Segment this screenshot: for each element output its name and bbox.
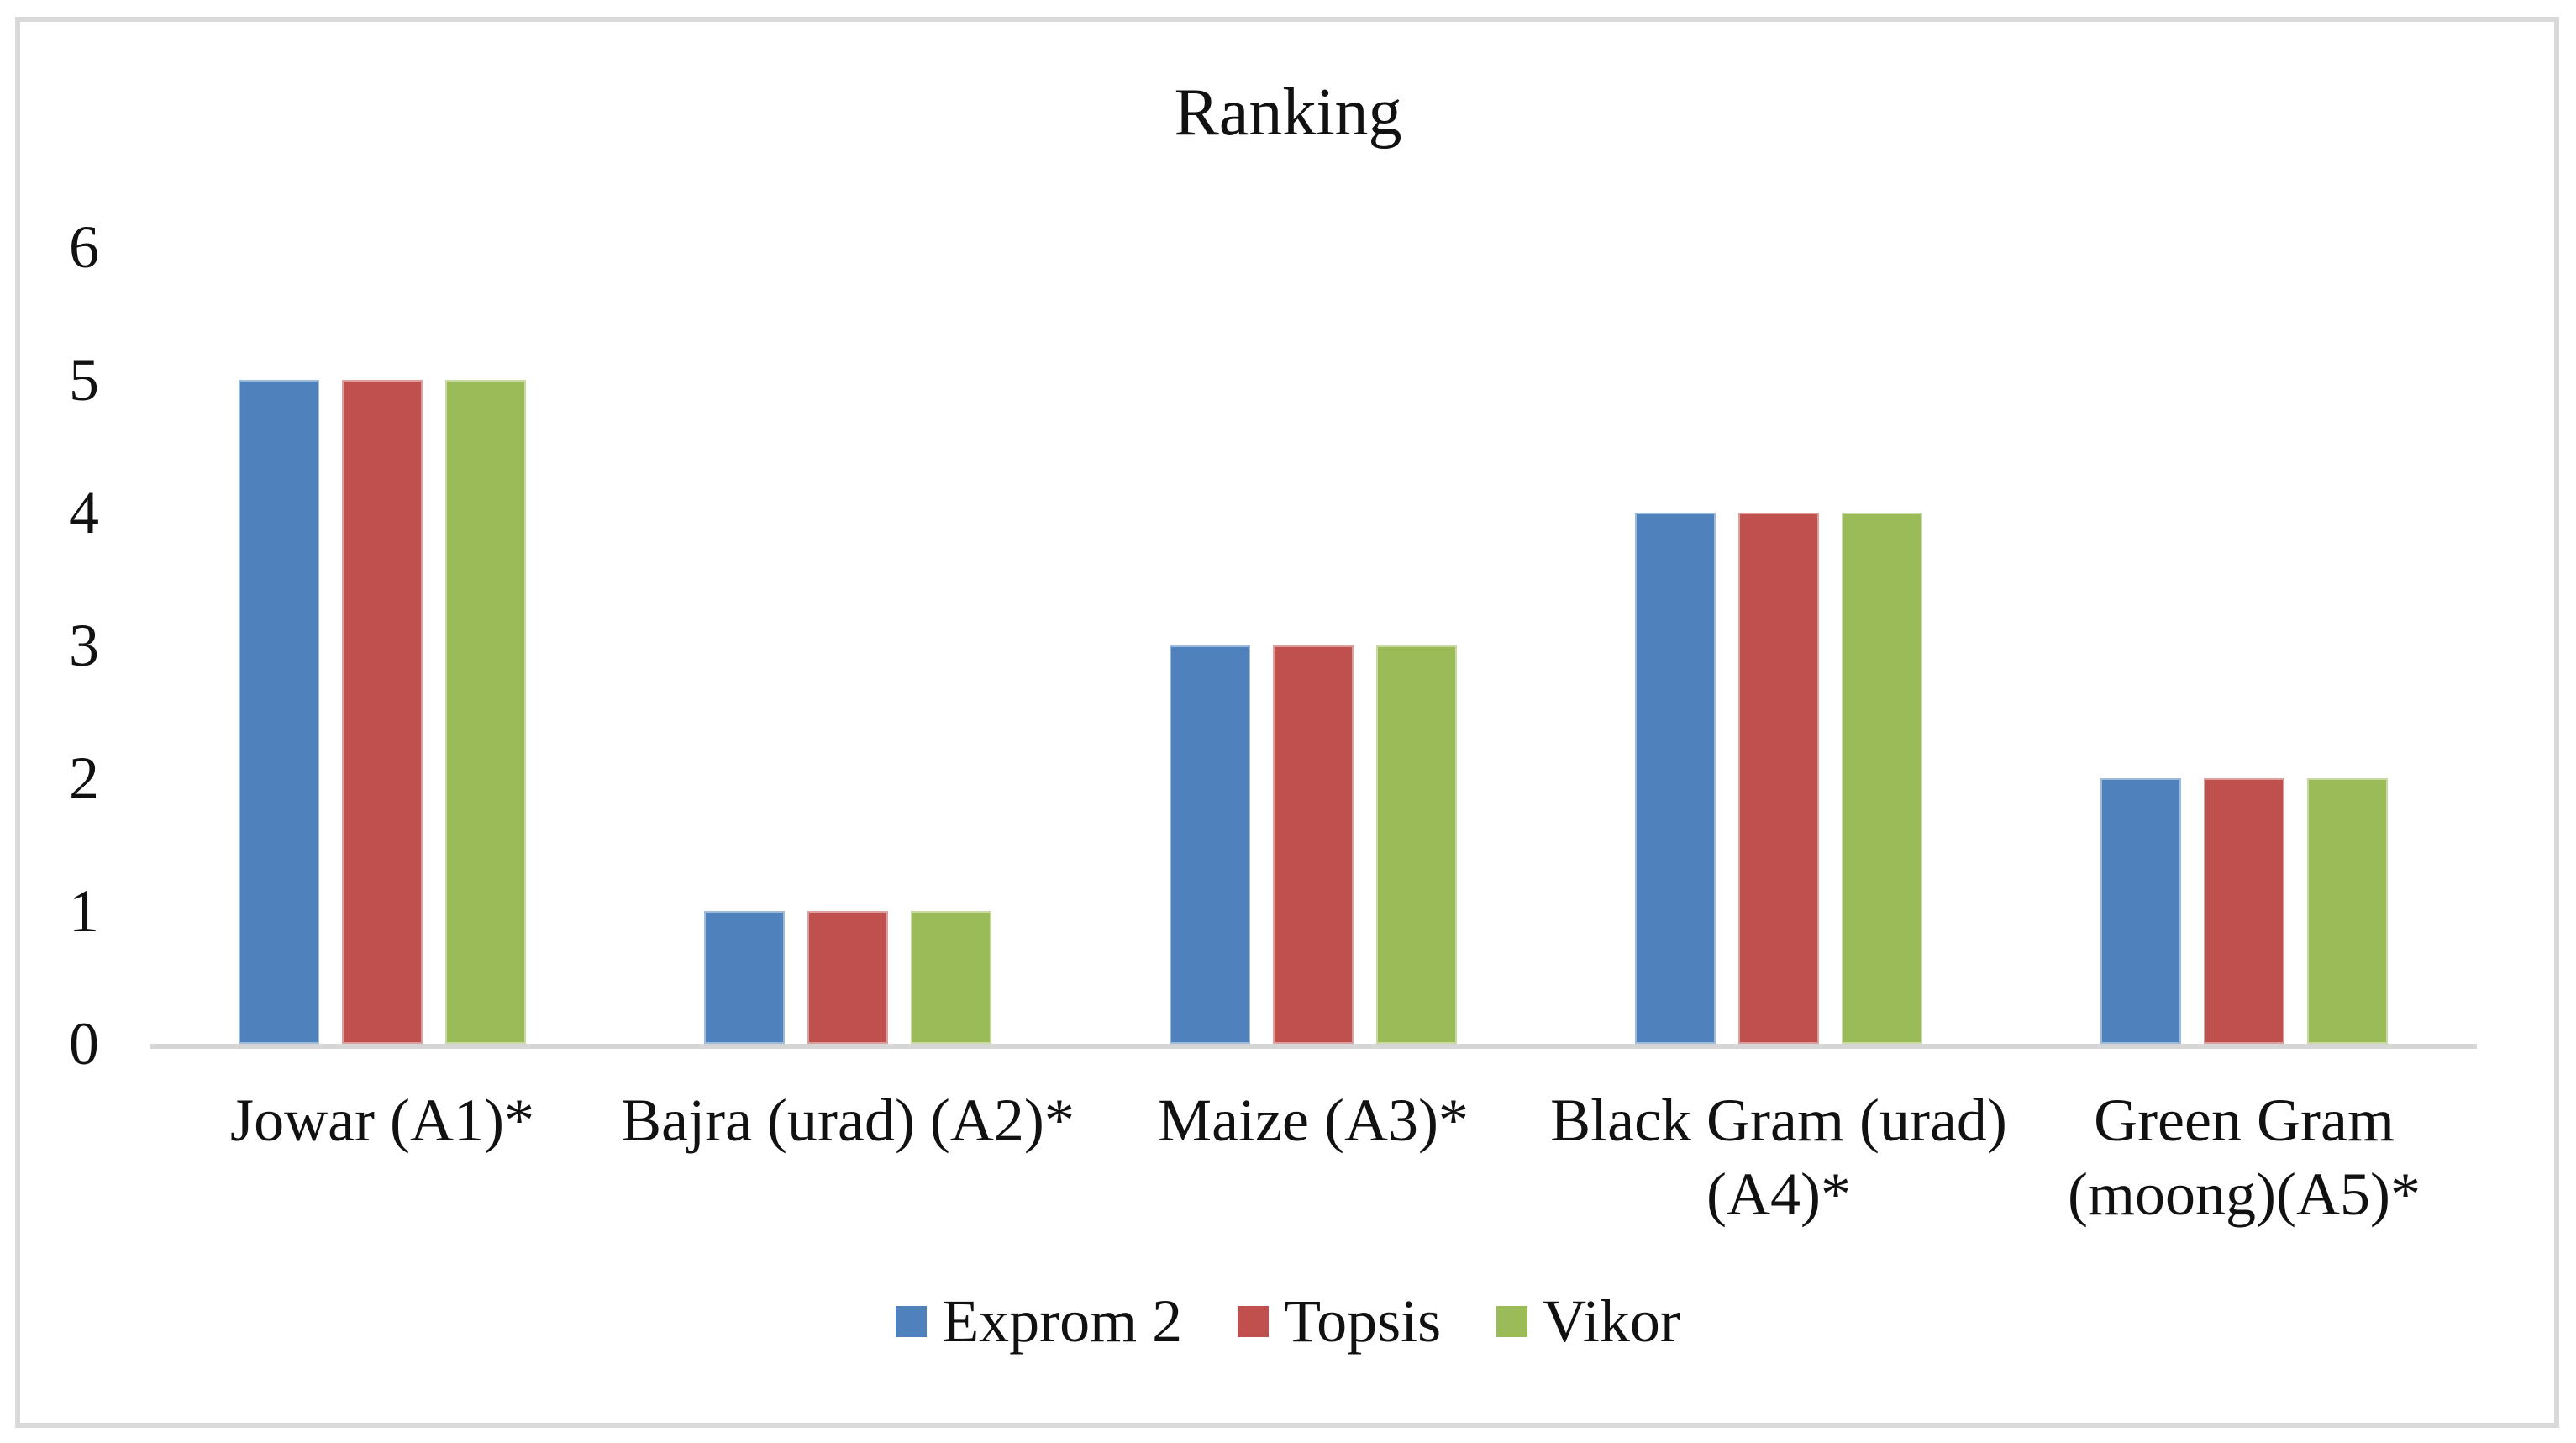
bar-exprom-2 <box>1635 513 1716 1044</box>
bar-topsis <box>1273 645 1354 1044</box>
x-axis-category-label: Bajra (urad) (A2)* <box>621 1087 1075 1154</box>
y-axis-tick-label: 1 <box>69 877 99 945</box>
bar-exprom-2 <box>2100 778 2181 1044</box>
legend: Exprom 2 Topsis Vikor <box>0 1291 2576 1351</box>
bar-topsis <box>2204 778 2284 1044</box>
bar-exprom-2 <box>704 911 785 1044</box>
bar-vikor <box>1376 645 1457 1044</box>
bar-vikor <box>911 911 991 1044</box>
legend-label: Topsis <box>1284 1288 1442 1355</box>
legend-item-exprom-2: Exprom 2 <box>896 1291 1182 1351</box>
legend-swatch-icon <box>896 1305 928 1337</box>
legend-label: Vikor <box>1543 1288 1680 1355</box>
bar-vikor <box>1842 513 1922 1044</box>
x-axis-category-label: Jowar (A1)* <box>230 1087 534 1154</box>
x-axis-category-label: Black Gram (urad) (A4)* <box>1550 1087 2007 1228</box>
y-axis-tick-label: 2 <box>69 745 99 812</box>
y-axis-tick-label: 0 <box>69 1010 99 1077</box>
bar-exprom-2 <box>239 380 319 1044</box>
bar-topsis <box>342 380 423 1044</box>
legend-label: Exprom 2 <box>942 1288 1183 1355</box>
bar-exprom-2 <box>1170 645 1250 1044</box>
chart-title: Ranking <box>1174 76 1402 150</box>
y-axis-tick-label: 4 <box>69 479 99 546</box>
y-axis-tick-label: 6 <box>69 213 99 281</box>
bar-vikor <box>2307 778 2388 1044</box>
bar-topsis <box>1738 513 1819 1044</box>
y-axis-tick-label: 5 <box>69 346 99 413</box>
x-axis-line <box>150 1044 2477 1049</box>
legend-item-vikor: Vikor <box>1496 1291 1680 1351</box>
bar-topsis <box>807 911 888 1044</box>
x-axis-category-label: Maize (A3)* <box>1158 1087 1469 1154</box>
bar-vikor <box>445 380 526 1044</box>
x-axis-category-label: Green Gram (moong)(A5)* <box>2068 1087 2421 1228</box>
legend-item-topsis: Topsis <box>1238 1291 1441 1351</box>
legend-swatch-icon <box>1496 1305 1528 1337</box>
y-axis-tick-label: 3 <box>69 612 99 679</box>
legend-swatch-icon <box>1238 1305 1270 1337</box>
